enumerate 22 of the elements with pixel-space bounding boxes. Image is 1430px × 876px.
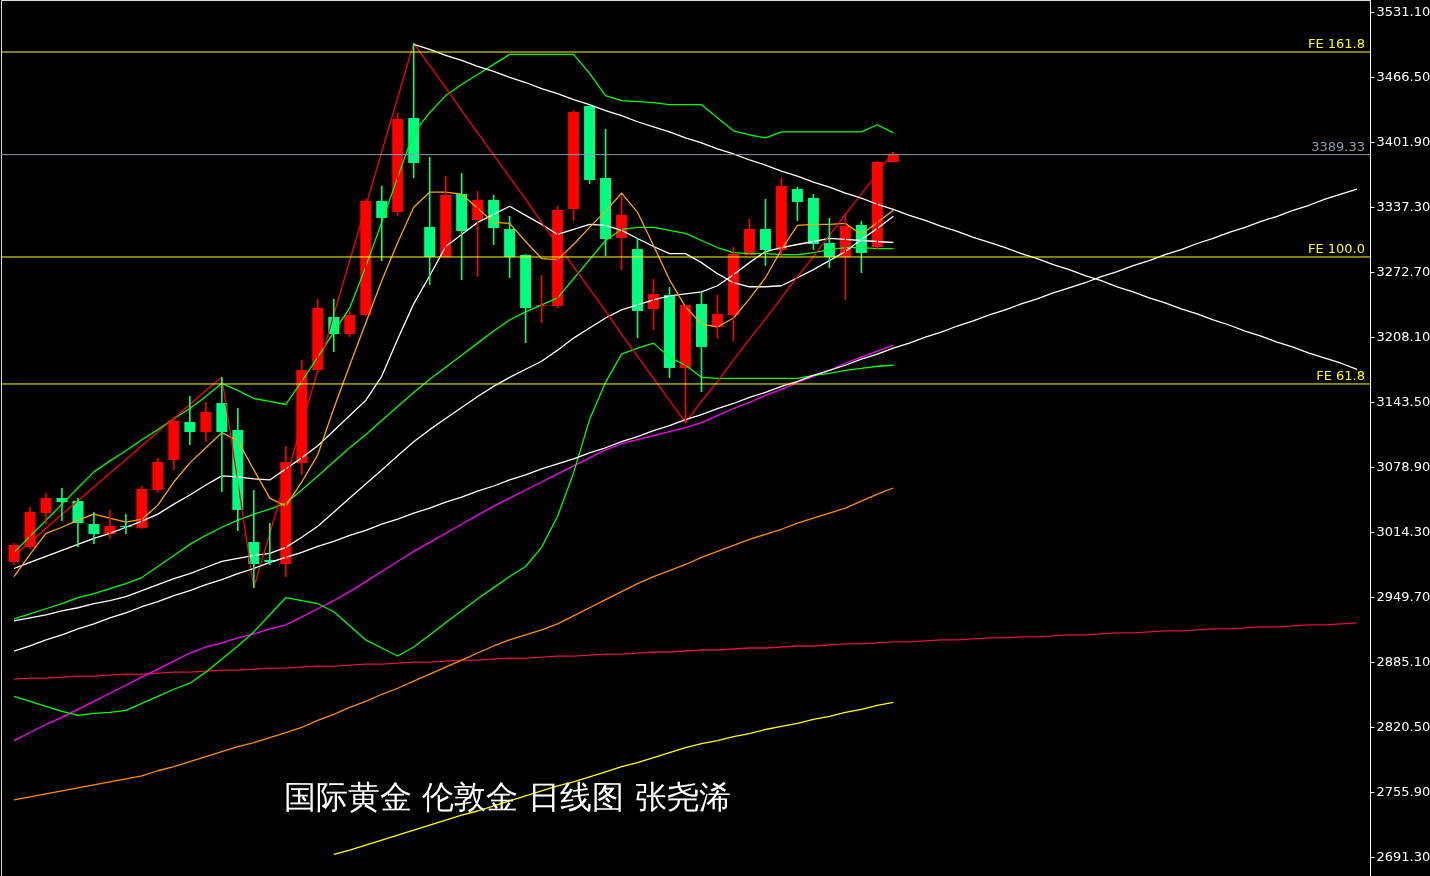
y-tick-label: 3272.70 bbox=[1376, 264, 1430, 280]
ref-line-label: FE 161.8 bbox=[1307, 36, 1365, 52]
y-tick-label: 2755.90 bbox=[1376, 784, 1430, 800]
y-tick-label: 3078.90 bbox=[1376, 459, 1430, 475]
y-tick-label: 3531.10 bbox=[1376, 4, 1430, 20]
y-tick-label: 2885.10 bbox=[1376, 654, 1430, 670]
candlestick bbox=[568, 109, 580, 222]
y-tick-label: 3208.10 bbox=[1376, 329, 1430, 345]
ref-line-label: FE 61.8 bbox=[1316, 367, 1365, 383]
y-tick-label: 2691.30 bbox=[1376, 849, 1430, 865]
y-tick-label: 3466.50 bbox=[1376, 69, 1430, 85]
ref-line-label: FE 100.0 bbox=[1307, 240, 1365, 256]
line-series bbox=[13, 622, 1358, 680]
y-tick-label: 3143.50 bbox=[1376, 394, 1430, 410]
y-tick-label: 3014.30 bbox=[1376, 524, 1430, 540]
y-tick-label: 2820.50 bbox=[1376, 719, 1430, 735]
ref-line-label: 3389.33 bbox=[1311, 138, 1365, 154]
y-tick-label: 3401.90 bbox=[1376, 134, 1430, 150]
y-tick-label: 2949.70 bbox=[1376, 589, 1430, 605]
candlestick bbox=[791, 186, 803, 222]
y-tick-label: 3337.30 bbox=[1376, 199, 1430, 215]
candlestick bbox=[759, 198, 771, 267]
